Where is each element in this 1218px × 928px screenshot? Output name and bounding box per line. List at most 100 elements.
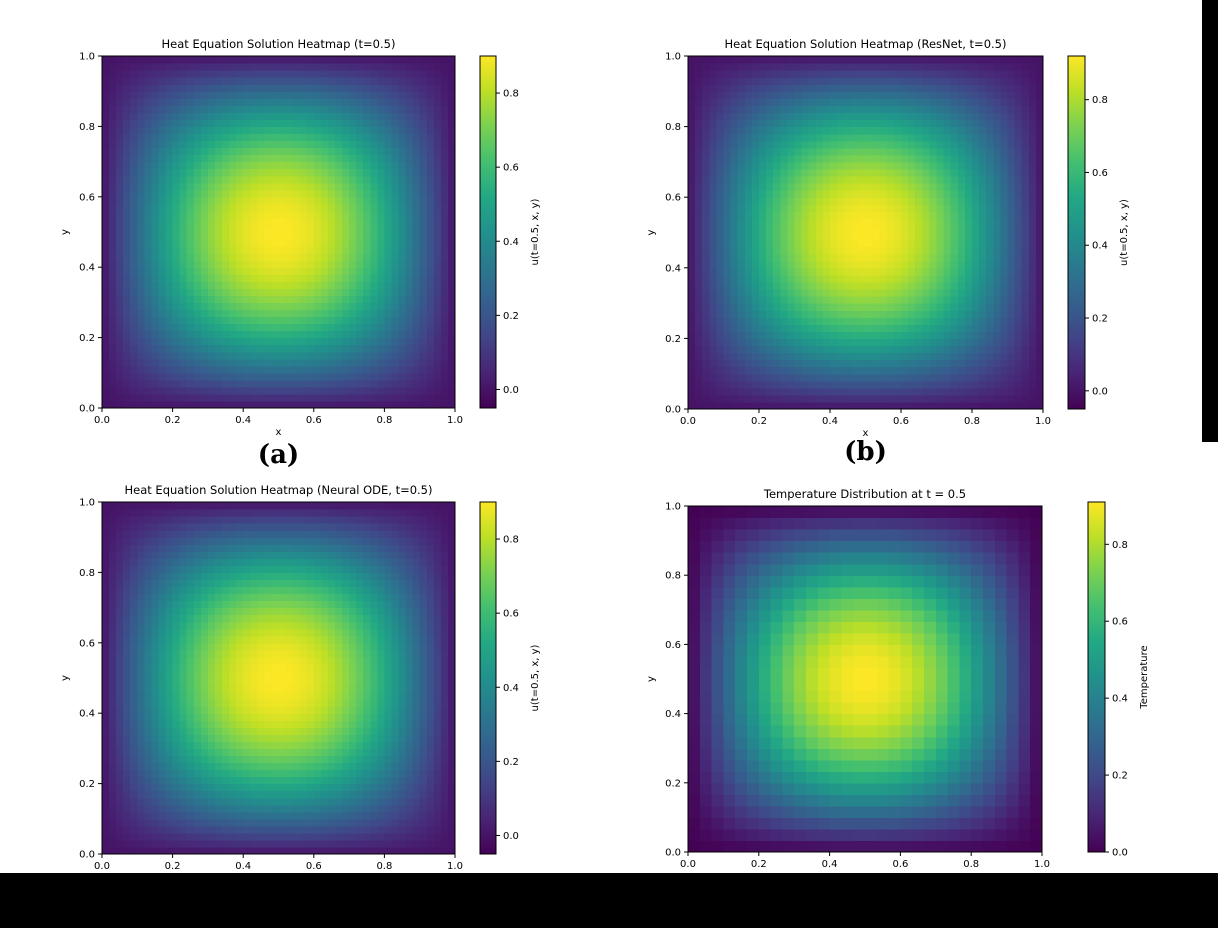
heatmap-cell [1014, 380, 1023, 389]
heatmap-cell [370, 288, 378, 296]
heatmap-cell [123, 337, 131, 346]
heatmap-cell [972, 197, 980, 205]
heatmap-cell [822, 373, 831, 382]
heatmap-cell [737, 218, 746, 227]
heatmap-cell [151, 63, 160, 71]
heatmap-cell [915, 366, 923, 375]
heatmap-cell [929, 274, 938, 283]
heatmap-cell [716, 112, 725, 121]
heatmap-cell [688, 281, 696, 290]
heatmap-cell [936, 310, 945, 318]
heatmap-cell [412, 260, 421, 268]
heatmap-cell [787, 373, 796, 382]
heatmap-cell [872, 133, 881, 142]
heatmap-cell [972, 317, 980, 325]
heatmap-cell [123, 119, 131, 127]
heatmap-cell [979, 239, 987, 248]
heatmap-cell [837, 105, 845, 114]
heatmap-cell [363, 56, 371, 64]
heatmap-cell [936, 317, 945, 325]
heatmap-cell [278, 330, 287, 339]
heatmap-cell [370, 91, 378, 99]
heatmap-cell [993, 70, 1001, 78]
heatmap-cell [929, 359, 938, 368]
heatmap-cell [313, 281, 322, 289]
heatmap-cell [102, 161, 110, 170]
heatmap-cell [292, 323, 301, 332]
heatmap-cell [179, 344, 188, 353]
heatmap-cell [144, 323, 153, 332]
heatmap-cell [901, 77, 909, 85]
heatmap-cell [377, 246, 385, 254]
heatmap-cell [327, 154, 336, 163]
heatmap-cell [419, 210, 428, 219]
heatmap-cell [979, 161, 987, 170]
heatmap-cell [130, 316, 138, 325]
heatmap-cell [964, 154, 973, 163]
heatmap-cell [759, 331, 767, 339]
heatmap-cell [695, 190, 703, 198]
heatmap-cell [222, 372, 230, 381]
heatmap-cell [695, 288, 703, 297]
heatmap-cell [922, 324, 930, 332]
heatmap-cell [766, 140, 774, 149]
heatmap-cell [1028, 147, 1037, 156]
heatmap-cell [844, 310, 852, 318]
heatmap-cell [837, 119, 845, 128]
heatmap-cell [723, 288, 732, 297]
heatmap-cell [766, 77, 774, 85]
heatmap-cell [250, 203, 258, 212]
heatmap-cell [815, 288, 824, 297]
heatmap-cell [172, 98, 181, 106]
heatmap-cell [207, 323, 216, 332]
heatmap-cell [440, 182, 449, 191]
heatmap-cell [865, 239, 874, 248]
heatmap-cell [1007, 380, 1016, 389]
heatmap-cell [780, 211, 788, 219]
heatmap-cell [158, 112, 167, 120]
heatmap-cell [780, 296, 788, 304]
heatmap-cell [872, 218, 881, 227]
heatmap-cell [830, 296, 838, 304]
heatmap-cell [250, 98, 258, 106]
heatmap-cell [702, 324, 710, 332]
heatmap-panel-1: Heat Equation Solution Heatmap (t=0.5)0.… [60, 37, 541, 470]
heatmap-cell [398, 168, 407, 177]
heatmap-cell [751, 147, 760, 156]
heatmap-cell [313, 112, 322, 120]
heatmap-cell [426, 126, 435, 135]
heatmap-cell [426, 77, 435, 85]
heatmap-cell [165, 372, 174, 381]
heatmap-cell [794, 225, 803, 234]
heatmap-cell [730, 303, 739, 311]
heatmap-cell [179, 386, 188, 395]
heatmap-cell [193, 210, 202, 219]
heatmap-cell [426, 168, 435, 177]
heatmap-cell [879, 281, 888, 290]
heatmap-cell [709, 84, 717, 92]
heatmap-cell [751, 331, 760, 339]
heatmap-cell [943, 225, 952, 234]
heatmap-cell [851, 331, 859, 339]
heatmap-cell [744, 288, 753, 297]
heatmap-cell [780, 324, 788, 332]
heatmap-cell [384, 105, 393, 113]
heatmap-cell [915, 296, 923, 304]
heatmap-cell [908, 239, 916, 248]
heatmap-cell [398, 295, 407, 303]
heatmap-cell [229, 112, 237, 120]
heatmap-cell [901, 380, 909, 389]
heatmap-cell [815, 225, 824, 234]
heatmap-cell [801, 77, 810, 85]
heatmap-cell [236, 140, 244, 149]
heatmap-cell [759, 281, 767, 290]
heatmap-cell [730, 387, 739, 396]
heatmap-cell [327, 210, 336, 219]
heatmap-cell [830, 387, 838, 396]
heatmap-cell [837, 274, 845, 283]
heatmap-cell [412, 140, 421, 149]
heatmap-cell [837, 84, 845, 92]
heatmap-cell [285, 274, 294, 282]
heatmap-cell [822, 380, 831, 389]
heatmap-cell [426, 217, 435, 226]
